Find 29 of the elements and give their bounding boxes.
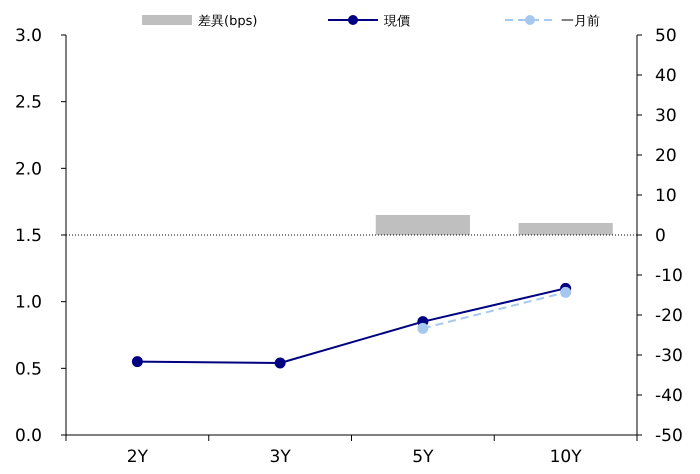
y2-tick-label: 40 <box>655 66 677 86</box>
legend-label: 現價 <box>384 14 410 29</box>
point <box>274 358 286 368</box>
point <box>132 356 143 368</box>
y2-tick-label: 0 <box>655 226 666 246</box>
x-tick-label: 5Y <box>412 447 434 467</box>
y2-tick-label: -30 <box>655 346 683 366</box>
x-tick-label: 10Y <box>550 447 582 467</box>
x-tick-label: 2Y <box>126 447 149 467</box>
y-tick-label: 1.5 <box>14 226 42 246</box>
y2-tick-label: 20 <box>655 146 677 166</box>
y-tick-label: 2.0 <box>14 159 42 180</box>
y2-tick-label: 10 <box>655 186 677 206</box>
y2-tick-label: -20 <box>655 306 683 326</box>
x-tick-label: 3Y <box>270 447 292 467</box>
y-tick-label: 1.0 <box>14 292 42 313</box>
y2-tick-label: 50 <box>655 26 677 46</box>
y-tick-label: 0.0 <box>14 426 42 446</box>
point <box>417 322 428 334</box>
legend-label: 一月前 <box>561 14 600 29</box>
y2-tick-label: -40 <box>655 386 683 406</box>
y-tick-label: 3.0 <box>14 26 42 46</box>
y2-tick-label: -10 <box>655 266 683 286</box>
y-tick-label: 2.5 <box>14 92 42 113</box>
y2-tick-label: -50 <box>655 426 683 446</box>
y2-tick-label: 30 <box>655 106 677 126</box>
legend-label: 差異(bps) <box>198 14 258 29</box>
point <box>560 286 572 298</box>
y-tick-label: 0.5 <box>14 359 42 380</box>
